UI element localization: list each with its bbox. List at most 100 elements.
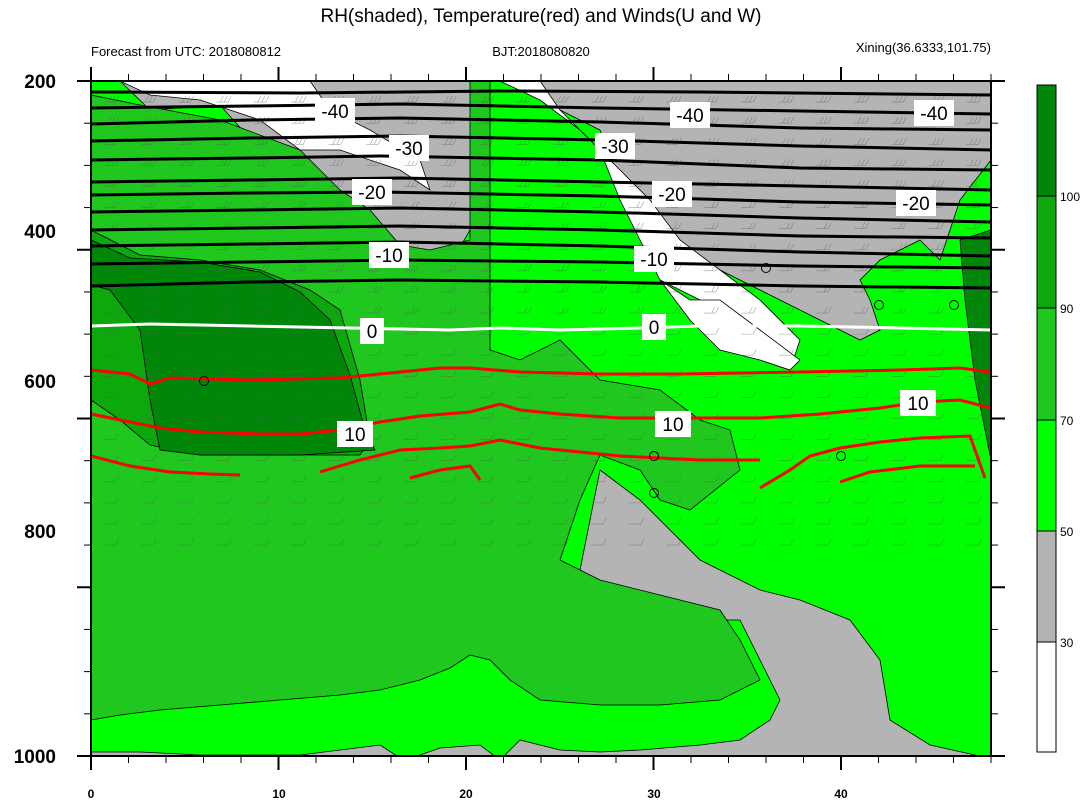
wind-barb xyxy=(216,264,232,272)
wind-barb xyxy=(666,222,682,229)
wind-barb xyxy=(178,538,195,546)
wind-barb xyxy=(253,349,270,356)
wind-barb xyxy=(741,517,757,525)
wind-barb xyxy=(853,95,870,103)
x-tick-label: 20 xyxy=(459,787,473,801)
wind-barb xyxy=(103,264,120,272)
wind-barb xyxy=(141,349,157,356)
wind-barb xyxy=(891,349,907,356)
wind-barb xyxy=(741,433,757,440)
wind-barb xyxy=(141,517,157,525)
wind-barb xyxy=(441,138,457,145)
wind-barb xyxy=(928,243,945,251)
contour-label: -40 xyxy=(676,106,703,127)
wind-barb xyxy=(928,306,945,314)
wind-barb xyxy=(741,95,757,103)
wind-barb xyxy=(253,285,270,293)
wind-barb xyxy=(178,264,195,272)
wind-barb xyxy=(816,95,832,103)
wind-barb xyxy=(966,243,982,251)
wind-barb xyxy=(403,285,420,293)
calm-wind-markers xyxy=(199,263,959,498)
wind-barb xyxy=(741,538,757,546)
wind-barb xyxy=(966,138,982,145)
wind-barb xyxy=(778,95,795,103)
axis-ticks xyxy=(77,67,1005,770)
wind-barb xyxy=(966,496,982,504)
wind-barb xyxy=(553,538,570,546)
wind-barb xyxy=(891,517,907,525)
wind-barb xyxy=(666,538,682,546)
wind-barb xyxy=(703,306,720,314)
wind-barb xyxy=(553,454,570,461)
x-tick-label: 30 xyxy=(647,787,661,801)
wind-barb xyxy=(253,138,270,145)
wind-barb xyxy=(966,222,982,229)
wind-barb xyxy=(703,222,720,229)
wind-barb xyxy=(441,180,457,187)
wind-barb xyxy=(891,538,907,546)
wind-barb xyxy=(178,138,195,145)
wind-barb xyxy=(778,454,795,461)
wind-barb xyxy=(403,264,420,272)
wind-barb xyxy=(216,285,232,293)
wind-barb xyxy=(478,475,495,483)
wind-barb xyxy=(216,180,232,187)
wind-barb xyxy=(216,538,232,546)
contour-label: -20 xyxy=(902,194,929,215)
wind-barb xyxy=(853,517,870,525)
wind-barb xyxy=(216,95,232,103)
wind-barb xyxy=(216,517,232,525)
wind-barb xyxy=(441,538,457,546)
isotherm-line xyxy=(91,102,991,116)
wind-barb xyxy=(853,138,870,145)
isotherm-line xyxy=(91,154,991,172)
wind-barb xyxy=(628,433,645,440)
wind-barb xyxy=(628,496,645,504)
wind-barb xyxy=(478,285,495,293)
plot-area: -40 -40 -40 -30 -30 -20 -20 -20 -10 -10 … xyxy=(91,81,991,756)
wind-barb xyxy=(216,370,232,377)
wind-barb xyxy=(591,517,607,525)
y-tick-label: 200 xyxy=(24,72,56,93)
wind-barb xyxy=(778,349,795,356)
wind-barb xyxy=(928,349,945,356)
colorbar-tick-label: 90 xyxy=(1060,302,1074,316)
wind-barb xyxy=(816,159,832,166)
wind-barb xyxy=(966,180,982,187)
wind-barb xyxy=(328,159,345,166)
wind-barb xyxy=(103,538,120,546)
contour-label-box xyxy=(595,133,635,159)
wind-barb xyxy=(553,391,570,398)
wind-barb xyxy=(328,264,345,272)
contour-label: -20 xyxy=(658,185,685,206)
isotherm-line xyxy=(91,240,991,258)
wind-barb xyxy=(291,264,307,272)
wind-barb xyxy=(253,180,270,187)
wind-barb xyxy=(291,138,307,145)
wind-barb xyxy=(966,538,982,546)
isotherm-line xyxy=(91,134,991,152)
wind-barb xyxy=(103,159,120,166)
colorbar-box xyxy=(1036,84,1057,197)
wind-barb xyxy=(291,538,307,546)
wind-barb xyxy=(216,391,232,398)
wind-barb xyxy=(328,370,345,377)
wind-barb xyxy=(816,222,832,229)
wind-barb xyxy=(178,454,195,461)
wind-barb xyxy=(741,180,757,187)
wind-barb xyxy=(891,496,907,504)
colorbar-tick-label: 70 xyxy=(1060,414,1074,428)
wind-barb xyxy=(441,433,457,440)
wind-barb xyxy=(366,517,382,525)
wind-barb xyxy=(853,412,870,419)
contour-label-box xyxy=(389,135,429,161)
calm-wind-circle xyxy=(199,376,209,386)
wind-barb xyxy=(216,138,232,145)
wind-barb xyxy=(928,496,945,504)
contour-label: -30 xyxy=(601,137,628,158)
contour-label-box xyxy=(670,102,710,128)
isotherm-line xyxy=(91,176,991,192)
contour-label-box xyxy=(360,318,384,344)
wind-barb xyxy=(703,349,720,356)
